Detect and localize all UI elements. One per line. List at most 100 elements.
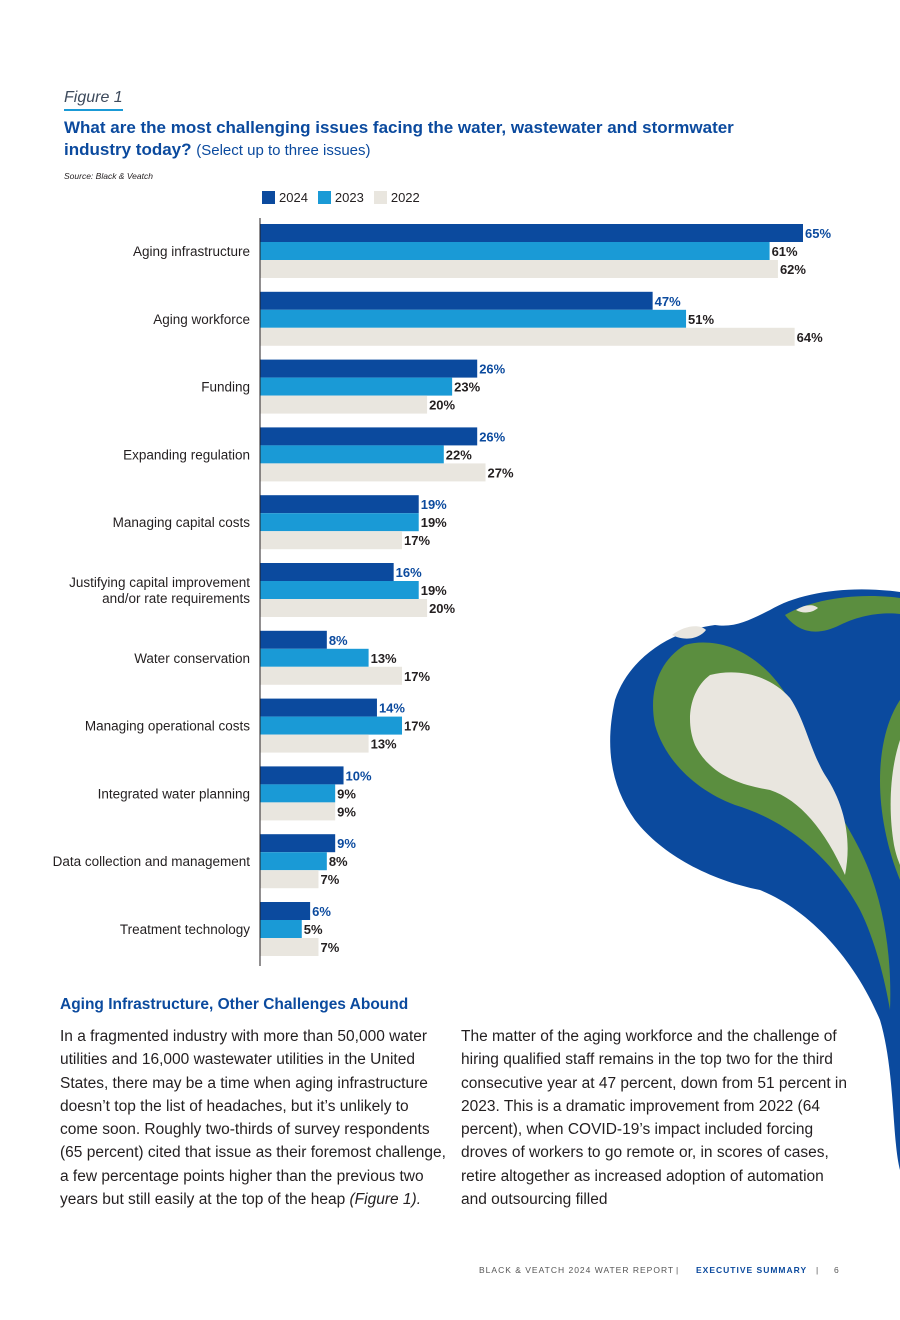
data-label-2023-2: 23% (454, 380, 480, 395)
body-text-left: In a fragmented industry with more than … (60, 1028, 446, 1209)
data-label-2022-7: 13% (371, 737, 397, 752)
bar-2023-1 (260, 309, 687, 328)
data-label-2022-10: 7% (320, 940, 339, 955)
page-footer: BLACK & VEATCH 2024 WATER REPORT | EXECU… (0, 1265, 900, 1279)
data-label-2023-0: 61% (772, 244, 798, 259)
bar-2024-8 (260, 766, 344, 785)
data-label-2024-8: 10% (346, 768, 372, 783)
bar-2022-6 (260, 666, 403, 685)
data-label-2024-4: 19% (421, 497, 447, 512)
data-label-2023-8: 9% (337, 786, 356, 801)
data-label-2023-6: 13% (371, 651, 397, 666)
category-label-0: Aging infrastructure (133, 244, 250, 259)
bar-2024-9 (260, 834, 336, 853)
bar-2024-1 (260, 291, 653, 310)
bar-2024-10 (260, 902, 311, 920)
chart-legend: 2024 2023 2022 (262, 190, 420, 205)
data-label-2024-3: 26% (479, 429, 505, 444)
category-label-line: and/or rate requirements (102, 591, 250, 606)
category-label-4: Managing capital costs (113, 515, 251, 530)
bar-2023-5 (260, 581, 419, 599)
data-label-2022-6: 17% (404, 669, 430, 684)
bar-2023-6 (260, 648, 369, 667)
footer-report-title: BLACK & VEATCH 2024 WATER REPORT (479, 1265, 675, 1275)
page-number: 6 (834, 1265, 840, 1275)
category-label-line: Aging workforce (153, 312, 250, 327)
bar-2024-7 (260, 698, 377, 717)
data-label-2022-0: 62% (780, 262, 806, 277)
figure-source: Source: Black & Veatch (64, 171, 153, 181)
body-column-left: In a fragmented industry with more than … (60, 1025, 450, 1211)
category-label-5: Justifying capital improvement and/or rat… (69, 575, 250, 606)
category-label-line: Managing operational costs (85, 719, 250, 734)
decorative-leaf-illustration (610, 589, 900, 1170)
legend-label-2022: 2022 (390, 190, 420, 205)
category-label-line: Expanding regulation (123, 447, 250, 462)
bar-2024-2 (260, 359, 478, 378)
body-text-right: The matter of the aging workforce and th… (461, 1028, 847, 1209)
bar-2022-8 (260, 802, 336, 821)
bar-2022-0 (260, 260, 778, 278)
bar-2023-8 (260, 784, 336, 803)
category-label-line: Data collection and management (53, 854, 251, 869)
data-label-2022-4: 17% (404, 533, 430, 548)
bar-2023-10 (260, 920, 302, 938)
legend-item-2024: 2024 (262, 190, 308, 205)
data-label-2024-6: 8% (329, 633, 348, 648)
bar-2023-9 (260, 852, 327, 871)
bar-2024-6 (260, 630, 327, 649)
bar-2023-0 (260, 242, 770, 260)
bar-2024-5 (260, 563, 394, 581)
category-label-line: Managing capital costs (113, 515, 251, 530)
legend-swatch-2024 (262, 191, 275, 204)
data-label-2024-7: 14% (379, 701, 405, 716)
figure-reference: (Figure 1). (349, 1191, 422, 1209)
category-label-2: Funding (201, 380, 250, 395)
data-label-2024-0: 65% (805, 226, 831, 241)
bar-2023-3 (260, 445, 444, 464)
bar-2022-2 (260, 395, 428, 414)
data-label-2023-10: 5% (304, 922, 323, 937)
section-heading: Aging Infrastructure, Other Challenges A… (60, 996, 409, 1013)
data-label-2023-5: 19% (421, 583, 447, 598)
bar-2022-5 (260, 599, 428, 617)
footer-separator: | (676, 1265, 680, 1275)
category-label-6: Water conservation (134, 651, 250, 666)
footer-section-name: EXECUTIVE SUMMARY (696, 1265, 808, 1275)
bar-2024-3 (260, 427, 478, 446)
bar-2022-9 (260, 870, 319, 889)
figure-title: What are the most challenging issues fac… (64, 117, 784, 162)
bar-2024-4 (260, 495, 419, 514)
category-label-10: Treatment technology (120, 922, 250, 937)
bar-2022-7 (260, 734, 369, 753)
bar-2024-0 (260, 224, 803, 242)
bar-2023-7 (260, 716, 403, 735)
bar-2022-3 (260, 463, 486, 482)
category-label-line: Water conservation (134, 651, 250, 666)
data-label-2024-10: 6% (312, 904, 331, 919)
data-label-2024-1: 47% (655, 294, 681, 309)
data-label-2023-9: 8% (329, 854, 348, 869)
legend-swatch-2023 (317, 191, 331, 204)
data-label-2022-5: 20% (429, 601, 455, 616)
bar-2022-1 (260, 327, 795, 346)
data-label-2022-9: 7% (320, 872, 339, 887)
data-label-2024-5: 16% (396, 565, 422, 580)
legend-swatch-2022 (373, 191, 387, 204)
data-label-2023-3: 22% (446, 447, 472, 462)
bar-chart: 65% 61% 62% Aging infrastructure 47% 51% 64% Ag… (53, 218, 831, 966)
data-label-2023-1: 51% (688, 312, 714, 327)
body-column-right: The matter of the aging workforce and th… (461, 1025, 851, 1211)
bar-2023-4 (260, 513, 419, 532)
figure-label: Figure 1 (64, 89, 123, 111)
bar-2022-4 (260, 531, 403, 550)
figure-subtitle: (Select up to three issues) (196, 142, 371, 159)
legend-item-2023: 2023 (317, 190, 364, 205)
data-label-2023-4: 19% (421, 515, 447, 530)
bar-2023-2 (260, 377, 453, 396)
footer-separator: | (816, 1265, 820, 1275)
bar-2022-10 (260, 938, 319, 956)
category-label-line: Aging infrastructure (133, 244, 250, 259)
category-label-3: Expanding regulation (123, 447, 250, 462)
category-label-line: Justifying capital improvement (69, 575, 250, 590)
